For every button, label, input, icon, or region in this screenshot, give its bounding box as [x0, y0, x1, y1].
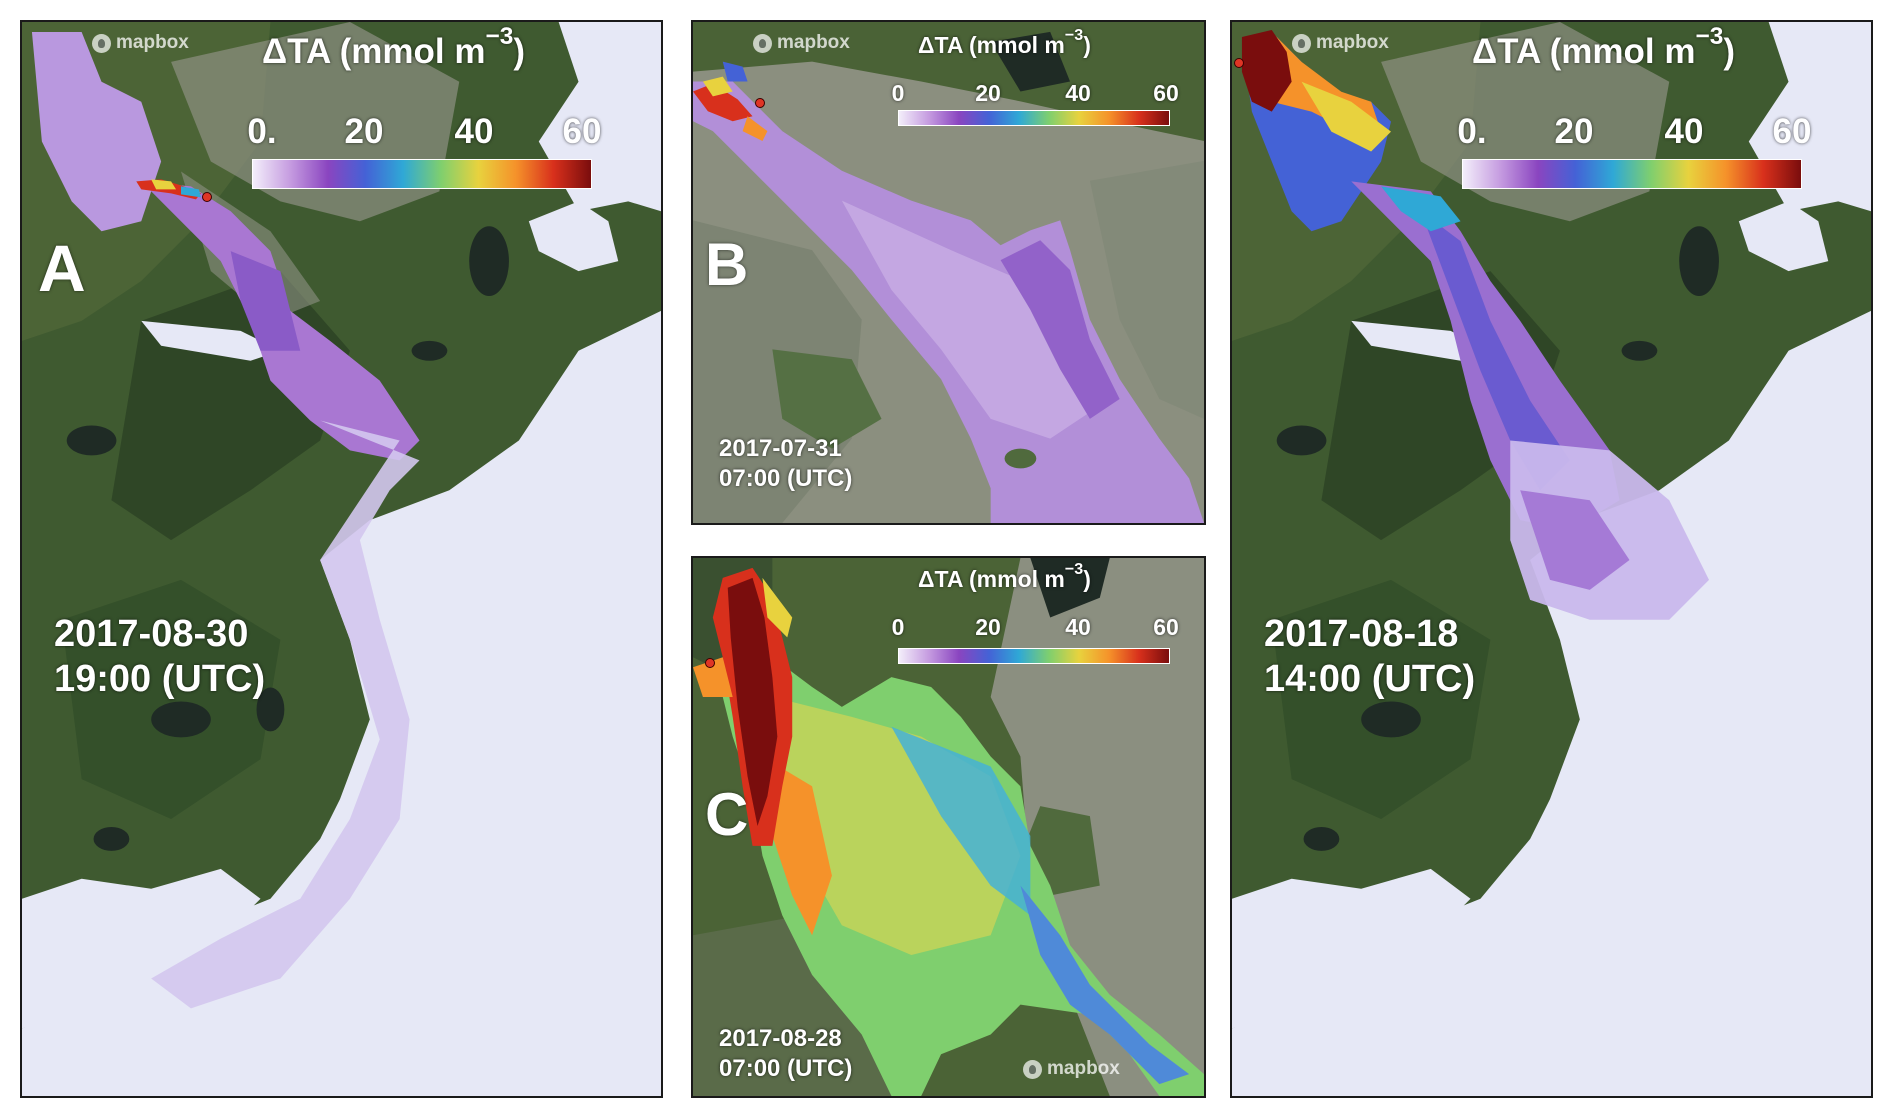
- colorbar-title: ΔTA (mmol m−3): [918, 26, 1091, 58]
- timestamp-c: 2017-08-28 07:00 (UTC): [719, 1025, 853, 1082]
- release-site-marker-a: [202, 192, 212, 202]
- mapbox-logo-d: mapbox: [1292, 32, 1389, 54]
- colorbar-tick: 40: [454, 112, 494, 151]
- colorbar-ramp: [252, 159, 592, 189]
- colorbar-b: ΔTA (mmol m−3) 0 20 40 60: [892, 26, 1179, 127]
- colorbar-tick: 20: [1554, 112, 1594, 151]
- colorbar-ramp: [1462, 159, 1802, 189]
- colorbar-tick: 40: [1065, 614, 1091, 640]
- colorbar-title: ΔTA (mmol m−3): [1472, 23, 1736, 71]
- colorbar-d: ΔTA (mmol m−3) 0. 20 40 60: [1457, 23, 1811, 192]
- satellite-basemap-b: [693, 22, 1204, 523]
- timestamp-b: 2017-07-31 07:00 (UTC): [719, 435, 853, 492]
- map-panel-a: mapbox ΔTA (mmol m−3) 0. 20 40 60 A 2017…: [20, 20, 663, 1098]
- colorbar-tick: 60: [1772, 112, 1812, 151]
- timestamp-d: 2017-08-18 14:00 (UTC): [1264, 613, 1476, 700]
- colorbar-c: ΔTA (mmol m−3) 0 20 40 60: [892, 560, 1179, 666]
- mapbox-logo-text: mapbox: [777, 32, 850, 53]
- mapbox-logo-c: mapbox: [1023, 1058, 1120, 1080]
- colorbar-tick: 0.: [247, 112, 277, 151]
- colorbar-tick: 20: [975, 614, 1001, 640]
- release-site-marker-c: [705, 658, 715, 668]
- colorbar-ramp: [898, 110, 1170, 126]
- mapbox-icon: [1292, 33, 1311, 53]
- panel-label-c: C: [705, 781, 749, 848]
- colorbar-a: ΔTA (mmol m−3) 0. 20 40 60: [247, 23, 601, 192]
- mapbox-logo-text: mapbox: [116, 32, 189, 53]
- colorbar-tick: 40: [1065, 80, 1091, 106]
- mapbox-logo-text: mapbox: [1316, 32, 1389, 53]
- colorbar-tick: 20: [344, 112, 384, 151]
- colorbar-tick: 0.: [1457, 112, 1487, 151]
- release-site-marker-b: [755, 98, 765, 108]
- timestamp-a: 2017-08-30 19:00 (UTC): [54, 613, 266, 700]
- release-site-marker-d: [1234, 58, 1244, 68]
- colorbar-title: ΔTA (mmol m−3): [262, 23, 526, 71]
- panel-label-b: B: [705, 231, 749, 298]
- map-panel-b: mapbox ΔTA (mmol m−3) 0 20 40 60 B 2017-…: [691, 20, 1206, 525]
- mapbox-logo-text: mapbox: [1047, 1058, 1120, 1079]
- colorbar-tick: 40: [1664, 112, 1704, 151]
- colorbar-tick: 60: [562, 112, 602, 151]
- satellite-basemap-d: [1232, 22, 1871, 1096]
- panel-label-a: A: [38, 231, 86, 305]
- colorbar-tick: 60: [1153, 614, 1179, 640]
- mapbox-logo-b: mapbox: [753, 32, 850, 54]
- colorbar-title: ΔTA (mmol m−3): [918, 560, 1091, 592]
- colorbar-tick: 20: [975, 80, 1001, 106]
- colorbar-tick: 0: [891, 614, 905, 640]
- map-panel-c: mapbox ΔTA (mmol m−3) 0 20 40 60 C 2017-…: [691, 556, 1206, 1098]
- satellite-basemap-c: [693, 558, 1204, 1096]
- mapbox-logo-a: mapbox: [92, 32, 189, 54]
- mapbox-icon: [1023, 1059, 1042, 1079]
- mapbox-icon: [753, 33, 772, 53]
- colorbar-tick: 60: [1153, 80, 1179, 106]
- colorbar-tick: 0: [891, 80, 905, 106]
- mapbox-icon: [92, 33, 111, 53]
- map-panel-d: mapbox ΔTA (mmol m−3) 0. 20 40 60 2017-0…: [1230, 20, 1873, 1098]
- colorbar-ramp: [898, 648, 1170, 664]
